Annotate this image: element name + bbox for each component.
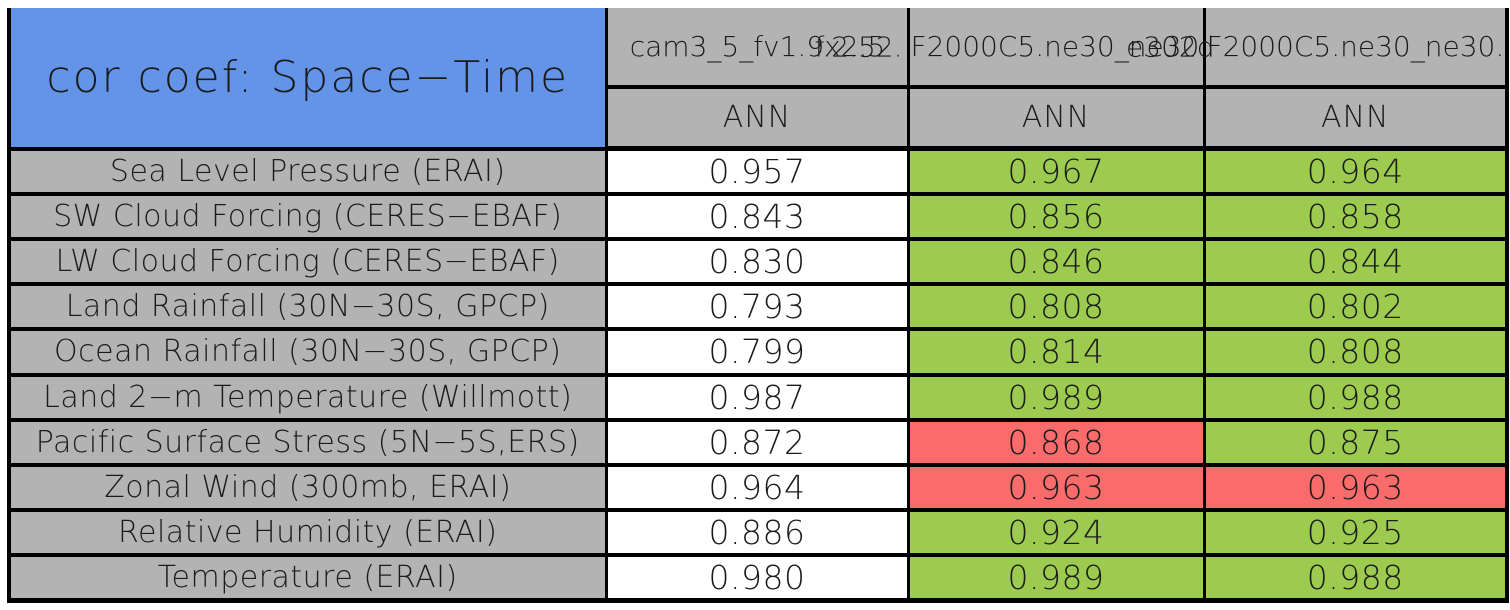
row-label: Ocean Rainfall (30N−30S, GPCP) [7,327,608,377]
season-cell-3: ANN [1202,85,1509,152]
value-cell-1: 0.980 [604,553,910,603]
table-row: Temperature (ERAI) 0.980 0.989 0.988 [7,553,1509,603]
value-cell-2: 0.814 [906,327,1206,377]
row-label: Sea Level Pressure (ERAI) [7,146,608,196]
value-cell-3: 0.844 [1202,236,1509,287]
header-row-season: ANN ANN ANN [9,85,1509,152]
value-cell-1: 0.843 [604,191,910,241]
table-row: Relative Humidity (ERAI) 0.886 0.924 0.9… [7,508,1509,558]
table-row: Sea Level Pressure (ERAI) 0.957 0.967 0.… [7,146,1509,196]
header-row-case-names: cor coef: Space−Time cam3_5_fv1.9x2.5 f.… [7,8,1509,151]
value-cell-2: 0.868 [906,417,1206,467]
value-cell-2: 0.846 [906,236,1206,287]
value-cell-2: 0.989 [906,372,1206,422]
table-row: LW Cloud Forcing (CERES−EBAF) 0.830 0.84… [7,236,1509,287]
value-cell-3: 0.802 [1202,282,1509,332]
value-cell-3: 0.988 [1202,553,1509,603]
value-cell-3: 0.858 [1202,191,1509,241]
value-cell-1: 0.830 [604,236,910,287]
row-label: Land 2−m Temperature (Willmott) [7,372,608,422]
table-title-cell: cor coef: Space−Time [7,8,608,151]
case-name-3: F2000C5.ne30_ne30.c [1206,30,1507,64]
value-cell-2: 0.924 [906,508,1206,558]
value-cell-3: 0.925 [1202,508,1509,558]
value-cell-3: 0.963 [1202,462,1509,513]
table-row: Land 2−m Temperature (Willmott) 0.987 0.… [7,372,1509,422]
value-cell-2: 0.989 [906,553,1206,603]
value-cell-1: 0.957 [604,146,910,196]
row-label: Relative Humidity (ERAI) [7,508,608,558]
row-label: Temperature (ERAI) [7,553,608,603]
value-cell-1: 0.964 [604,462,910,513]
table-title: cor coef: Space−Time [46,51,570,103]
table-row: Land Rainfall (30N−30S, GPCP) 0.793 0.80… [7,282,1509,332]
season-cell-1: ANN [604,85,910,152]
table-row: SW Cloud Forcing (CERES−EBAF) 0.843 0.85… [7,191,1509,241]
table-row: Ocean Rainfall (30N−30S, GPCP) 0.799 0.8… [7,327,1509,377]
cor-coef-table: cor coef: Space−Time cam3_5_fv1.9x2.5 f.… [7,8,1509,603]
row-label: Land Rainfall (30N−30S, GPCP) [7,282,608,332]
table-body: Sea Level Pressure (ERAI) 0.957 0.967 0.… [7,146,1509,603]
value-cell-1: 0.987 [604,372,910,422]
row-label: Zonal Wind (300mb, ERAI) [7,462,608,513]
table-row: Zonal Wind (300mb, ERAI) 0.964 0.963 0.9… [7,462,1509,513]
value-cell-1: 0.872 [604,417,910,467]
value-cell-1: 0.793 [604,282,910,332]
case-name-1: cam3_5_fv1.9x2.5 [629,30,886,64]
column-header-case-1: cam3_5_fv1.9x2.5 f.2.52. [604,8,910,89]
value-cell-2: 0.963 [906,462,1206,513]
value-cell-2: 0.808 [906,282,1206,332]
table-row: Pacific Surface Stress (5N−5S,ERS) 0.872… [7,417,1509,467]
season-cell-2: ANN [906,85,1206,152]
row-label: Pacific Surface Stress (5N−5S,ERS) [7,417,608,467]
value-cell-1: 0.886 [604,508,910,558]
row-label: LW Cloud Forcing (CERES−EBAF) [7,236,608,287]
value-cell-2: 0.967 [906,146,1206,196]
value-cell-3: 0.988 [1202,372,1509,422]
case-name-2: F2000C5.ne30_ne30 [910,30,1200,64]
row-label: SW Cloud Forcing (CERES−EBAF) [7,191,608,241]
value-cell-1: 0.799 [604,327,910,377]
value-cell-3: 0.875 [1202,417,1509,467]
column-header-case-3: F2000C5.ne30_ne30.c [1202,8,1509,89]
value-cell-3: 0.808 [1202,327,1509,377]
value-cell-3: 0.964 [1202,146,1509,196]
column-header-case-2: F2000C5.ne30_ne30 e302d [906,8,1215,89]
value-cell-2: 0.856 [906,191,1206,241]
